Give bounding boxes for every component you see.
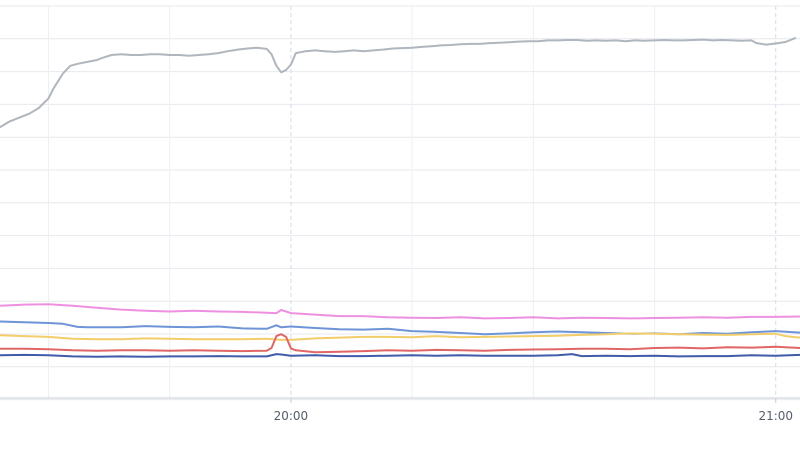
- series-layer: [0, 37, 800, 358]
- x-tick-label: 21:00: [758, 409, 793, 423]
- series-line-1: [0, 37, 797, 129]
- series-line-3: [0, 320, 800, 336]
- series-line-5: [0, 333, 800, 354]
- x-tick-label: 20:00: [274, 409, 309, 423]
- series-line-4: [0, 332, 800, 341]
- x-axis: 20:00 21:00: [0, 397, 800, 423]
- series-line-2: [0, 303, 800, 320]
- series-line-6: [0, 353, 800, 358]
- grid-layer: [0, 5, 800, 401]
